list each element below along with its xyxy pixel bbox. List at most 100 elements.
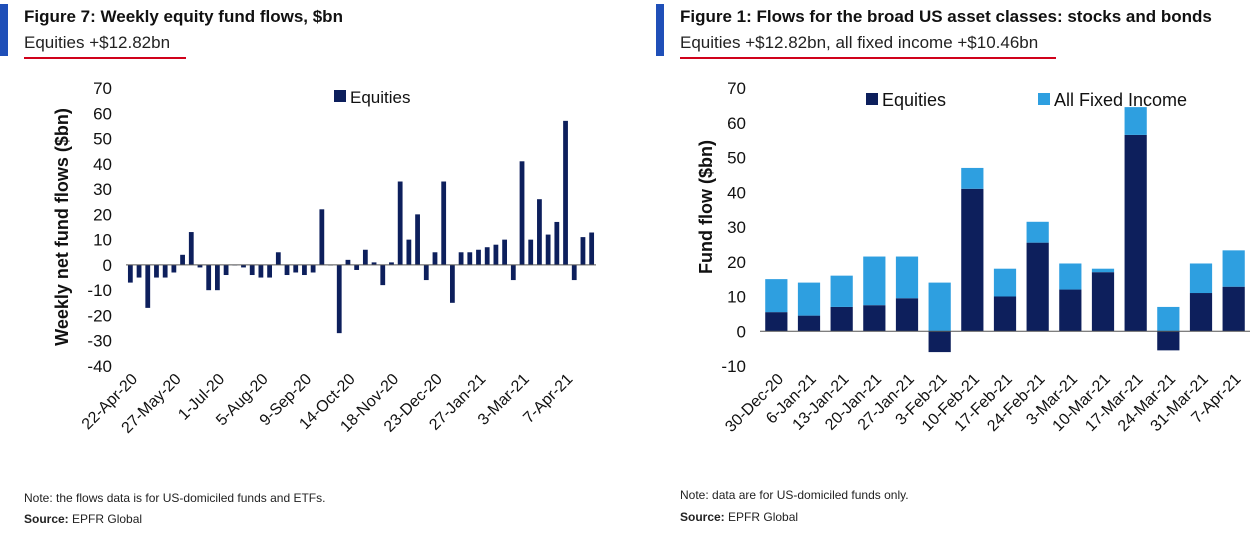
y-tick-label: 40 xyxy=(93,155,112,174)
equities-bar xyxy=(241,264,246,268)
equities-bar xyxy=(554,221,560,265)
y-axis-title: Weekly net fund flows ($bn) xyxy=(52,108,72,346)
equities-bar xyxy=(180,254,185,265)
equities-bar xyxy=(993,296,1017,332)
figure-1-subtitle: Equities +$12.82bn, all fixed income +$1… xyxy=(680,33,1039,52)
title-accent-bar xyxy=(0,4,8,56)
y-tick-label: -20 xyxy=(87,306,112,325)
fixed-income-bar xyxy=(797,282,821,316)
figure-1-note: Note: data are for US-domiciled funds on… xyxy=(680,488,909,502)
equities-bar xyxy=(458,252,464,265)
fixed-income-bar xyxy=(1026,221,1049,243)
fixed-income-bar xyxy=(765,279,788,313)
equities-bar xyxy=(336,264,342,334)
figure-7-panel: Figure 7: Weekly equity fund flows, $bn … xyxy=(0,4,596,526)
fixed-income-bar xyxy=(1157,306,1180,332)
equities-bar xyxy=(223,264,229,276)
fixed-income-bar xyxy=(1091,268,1115,273)
equities-bar xyxy=(1026,242,1049,332)
equities-bar xyxy=(310,264,316,273)
fixed-income-bar xyxy=(993,268,1017,297)
equities-bar xyxy=(537,199,542,265)
equities-bar xyxy=(345,259,351,265)
title-accent-bar xyxy=(656,4,664,56)
equities-bar xyxy=(441,181,447,265)
fixed-income-bar xyxy=(928,282,951,332)
equities-bar xyxy=(389,262,394,265)
legend-swatch-equities xyxy=(866,93,878,105)
equities-bar xyxy=(1124,134,1147,332)
subtitle-underline xyxy=(24,57,186,59)
equities-bar xyxy=(519,161,525,265)
equities-bar xyxy=(449,264,455,303)
y-tick-label: -10 xyxy=(721,357,746,376)
equities-bar xyxy=(354,264,360,270)
figure-1-source: Source: EPFR Global xyxy=(680,510,798,524)
fixed-income-bar xyxy=(1222,250,1245,287)
equities-bar xyxy=(362,249,368,265)
y-tick-label: 20 xyxy=(93,205,112,224)
equities-bar xyxy=(1222,286,1245,332)
equities-bar xyxy=(1059,289,1082,332)
equities-bar xyxy=(580,237,586,265)
y-tick-label: -40 xyxy=(87,357,112,376)
y-tick-label: 30 xyxy=(93,180,112,199)
equities-bar xyxy=(293,264,299,273)
equities-bar xyxy=(275,252,281,265)
equities-bar xyxy=(406,239,412,265)
source-label: Source: xyxy=(24,512,69,526)
y-tick-label: 10 xyxy=(727,288,746,307)
equities-bar xyxy=(1189,293,1213,332)
y-tick-label: 30 xyxy=(727,218,746,237)
equities-bar xyxy=(432,252,438,265)
equities-bar xyxy=(127,264,133,283)
y-tick-label: 40 xyxy=(727,183,746,202)
equities-bar xyxy=(961,188,984,332)
equities-bar xyxy=(380,264,386,286)
figure-7-title: Figure 7: Weekly equity fund flows, $bn xyxy=(24,7,343,26)
equities-bar xyxy=(484,247,490,265)
fixed-income-bar xyxy=(1189,263,1213,294)
equities-bar xyxy=(510,264,516,281)
equities-bar xyxy=(1091,272,1115,332)
equities-bar xyxy=(249,264,255,276)
equities-bar xyxy=(545,234,551,265)
y-tick-label: 50 xyxy=(93,130,112,149)
equities-bar xyxy=(319,209,325,265)
equities-bar xyxy=(302,264,307,276)
y-tick-label: 70 xyxy=(727,79,746,98)
equities-bar xyxy=(589,232,595,265)
legend-label-fixed-income: All Fixed Income xyxy=(1054,90,1187,110)
equities-bar xyxy=(863,305,886,332)
equities-bar xyxy=(415,214,420,265)
source-label: Source: xyxy=(680,510,725,524)
equities-bar xyxy=(188,232,194,265)
equities-bar xyxy=(502,239,508,265)
equities-bar xyxy=(528,239,534,265)
legend-label-equities: Equities xyxy=(350,88,410,107)
equities-bar xyxy=(136,264,142,278)
fixed-income-bar xyxy=(961,167,984,189)
fixed-income-bar xyxy=(1059,263,1082,290)
equities-bar xyxy=(797,315,821,332)
equities-bar xyxy=(171,264,177,273)
y-tick-label: 10 xyxy=(93,231,112,250)
fixed-income-bar xyxy=(895,256,919,299)
weekly-equity-flows-chart: 70 60 50 40 30 20 10 0 -10 -20 -30 -40 Weekly net fu… xyxy=(52,79,596,437)
figure-1-title: Figure 1: Flows for the broad US asset c… xyxy=(680,7,1212,26)
equities-bar xyxy=(267,264,273,278)
y-axis-title: Fund flow ($bn) xyxy=(696,140,716,274)
equities-bar xyxy=(571,264,577,281)
equities-bar xyxy=(154,264,159,278)
equities-bar xyxy=(830,306,853,332)
equities-bar xyxy=(145,264,151,308)
legend-swatch-fixed-income xyxy=(1038,93,1050,105)
figure-1-panel: Figure 1: Flows for the broad US asset c… xyxy=(656,0,1252,534)
equities-bar xyxy=(467,252,473,265)
equities-bar xyxy=(206,264,212,291)
equities-bar xyxy=(928,331,951,353)
equities-bar xyxy=(765,312,788,332)
equities-bar xyxy=(214,264,220,291)
subtitle-underline xyxy=(680,57,1056,59)
source-value: EPFR Global xyxy=(728,510,799,524)
